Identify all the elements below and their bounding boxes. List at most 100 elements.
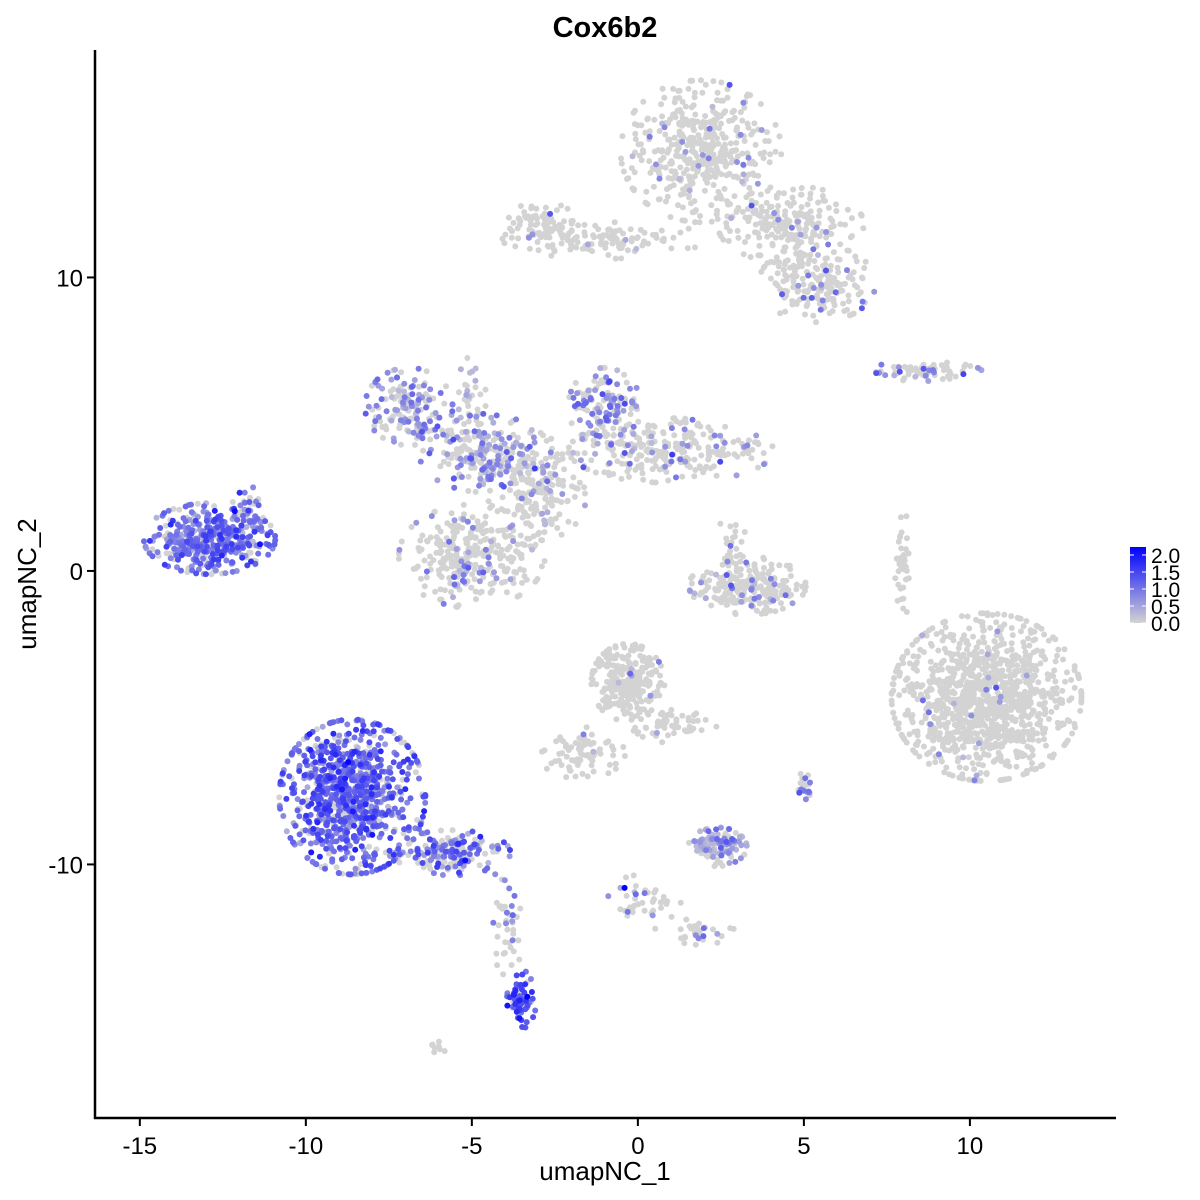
cell-point xyxy=(477,391,484,398)
cell-point xyxy=(612,693,619,700)
cell-point xyxy=(746,184,753,191)
cell-point xyxy=(1012,668,1018,674)
cell-point xyxy=(984,610,991,617)
cell-point xyxy=(899,655,905,662)
cell-point xyxy=(627,411,634,418)
cell-point xyxy=(624,442,631,449)
cell-point xyxy=(267,522,274,529)
cell-point xyxy=(991,666,998,673)
cell-point xyxy=(472,535,479,541)
cell-point xyxy=(1009,688,1016,695)
cell-point xyxy=(994,611,1001,617)
cell-point xyxy=(629,153,636,160)
cell-point xyxy=(554,451,561,458)
cell-point xyxy=(782,271,789,278)
cell-point xyxy=(441,541,448,548)
cell-point xyxy=(661,438,668,445)
cell-point xyxy=(691,473,698,480)
cell-point xyxy=(771,210,778,217)
cell-point xyxy=(725,238,732,244)
cell-point xyxy=(529,481,536,488)
cell-point xyxy=(1018,737,1025,744)
cell-point xyxy=(692,219,698,226)
cell-point xyxy=(313,726,320,733)
cell-point xyxy=(783,584,789,591)
cell-point xyxy=(604,663,611,670)
cell-point xyxy=(543,437,550,444)
cell-point xyxy=(930,737,937,744)
cell-point xyxy=(439,872,446,878)
cell-point xyxy=(194,500,201,507)
cell-point xyxy=(845,292,852,299)
cell-point xyxy=(730,925,737,932)
cell-point xyxy=(734,153,741,160)
cell-point xyxy=(563,774,570,781)
cell-point xyxy=(1009,632,1016,639)
cell-point xyxy=(1022,653,1029,660)
cell-point xyxy=(776,133,783,140)
cell-point xyxy=(800,281,807,288)
cell-point xyxy=(689,148,696,155)
cell-point xyxy=(639,664,646,671)
cell-point xyxy=(737,131,744,138)
cell-point xyxy=(721,185,728,192)
cell-point xyxy=(943,764,950,771)
cell-point xyxy=(939,659,946,665)
cell-point xyxy=(711,432,718,439)
cell-point xyxy=(936,715,943,722)
cell-point xyxy=(524,513,531,520)
cell-point xyxy=(983,741,990,748)
cell-point xyxy=(966,776,972,783)
cell-point xyxy=(945,719,951,726)
cell-point xyxy=(803,220,810,227)
cell-point xyxy=(333,864,340,871)
cell-point xyxy=(653,161,659,168)
cell-point xyxy=(735,234,742,241)
cell-point xyxy=(724,601,731,608)
cell-point xyxy=(725,849,732,856)
cell-point xyxy=(471,566,478,573)
cell-point xyxy=(718,120,724,127)
cell-point xyxy=(473,413,480,420)
cell-point xyxy=(813,224,820,231)
cell-point xyxy=(762,599,768,606)
cell-point xyxy=(726,860,733,866)
cell-point xyxy=(925,378,932,384)
cell-point xyxy=(639,470,646,477)
cell-point xyxy=(983,770,990,777)
cell-point xyxy=(761,556,768,563)
cell-point xyxy=(534,215,540,222)
cell-point xyxy=(344,721,351,728)
cell-point xyxy=(759,570,766,577)
cell-point xyxy=(635,141,642,148)
cell-point xyxy=(665,136,672,143)
cell-point xyxy=(777,310,784,317)
cell-point xyxy=(617,431,624,438)
cell-point xyxy=(605,893,612,900)
cell-point xyxy=(575,222,582,229)
cell-point xyxy=(819,297,826,304)
cell-point xyxy=(911,663,918,670)
cell-point xyxy=(690,725,697,732)
cell-point xyxy=(449,827,456,834)
cell-point xyxy=(1050,634,1056,641)
cell-point xyxy=(392,366,398,373)
cell-point xyxy=(1026,679,1033,686)
cell-point xyxy=(697,839,704,846)
cell-point xyxy=(794,237,801,244)
cell-point xyxy=(953,658,960,665)
cell-point xyxy=(970,633,976,640)
cell-point xyxy=(541,216,548,223)
cell-point xyxy=(799,275,806,282)
cell-point xyxy=(427,534,434,541)
cell-point xyxy=(466,447,473,454)
cell-point xyxy=(1028,663,1035,670)
cell-point xyxy=(732,528,739,535)
cell-point xyxy=(482,513,489,520)
cell-point xyxy=(649,912,656,919)
cell-point xyxy=(775,216,782,223)
cell-point xyxy=(395,555,402,562)
cell-point xyxy=(709,853,716,860)
cell-point xyxy=(703,463,710,470)
